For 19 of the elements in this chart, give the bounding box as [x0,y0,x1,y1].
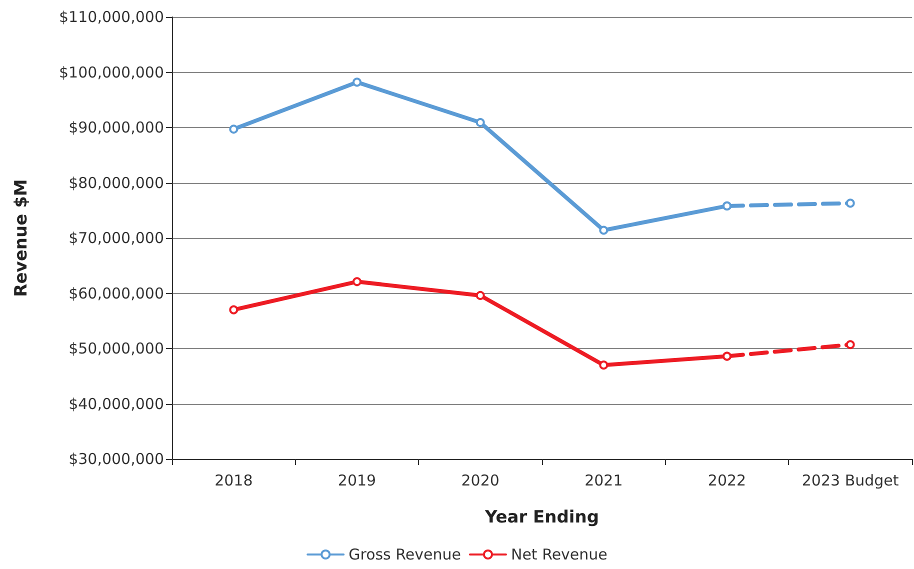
y-tick-label: $110,000,000 [59,8,164,26]
y-tick-label: $50,000,000 [68,340,164,358]
x-tick-label: 2021 [584,472,623,490]
y-tick-label: $80,000,000 [68,174,164,192]
x-tick-label: 2022 [708,472,746,490]
x-tick-label: 2019 [338,472,376,490]
x-tick-label: 2023 Budget [802,472,899,490]
y-axis-title: Revenue $M [12,179,32,297]
y-tick-label: $100,000,000 [59,63,164,82]
x-tick-label: 2020 [461,472,500,490]
y-tick-label: $90,000,000 [68,118,164,136]
y-tick-label: $30,000,000 [68,450,164,468]
y-tick-label: $70,000,000 [68,229,164,247]
y-tick-label: $40,000,000 [68,394,164,413]
y-tick-label: $60,000,000 [68,284,164,302]
x-tick-label: 2018 [214,472,253,490]
legend-label: Gross Revenue [348,546,461,564]
legend-label: Net Revenue [510,546,608,564]
x-axis-title: Year Ending [484,508,600,528]
